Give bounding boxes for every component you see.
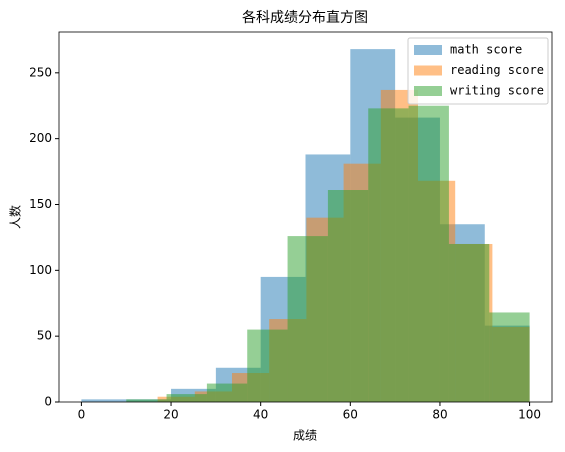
bar — [81, 399, 127, 402]
legend-box — [407, 37, 549, 105]
y-tick-label: 150 — [29, 197, 52, 211]
bar — [206, 383, 248, 402]
x-tick-label: 80 — [432, 408, 447, 422]
legend-label: math score — [450, 43, 522, 57]
x-axis-label: 成绩 — [293, 429, 317, 443]
chart-title: 各科成绩分布直方图 — [242, 9, 368, 26]
legend-swatch — [414, 86, 442, 96]
bar — [448, 243, 490, 402]
bar — [166, 394, 207, 402]
bar — [287, 236, 328, 402]
plot-frame — [58, 31, 553, 403]
legend-label: reading score — [450, 63, 544, 77]
bar — [327, 190, 369, 402]
y-tick-label: 200 — [29, 131, 52, 145]
x-tick-label: 0 — [78, 408, 86, 422]
x-tick-label: 40 — [253, 408, 268, 422]
legend-swatch — [414, 45, 442, 55]
bar — [368, 108, 409, 402]
bar — [489, 312, 530, 402]
x-tick-label: 20 — [163, 408, 178, 422]
bar — [247, 329, 288, 402]
y-tick-label: 250 — [29, 65, 52, 79]
y-tick-label: 100 — [29, 263, 52, 277]
legend-swatch — [414, 65, 442, 76]
bar — [408, 105, 449, 402]
x-tick-label: 60 — [343, 408, 358, 422]
y-tick-label: 50 — [37, 329, 52, 343]
y-axis-label: 人数 — [8, 205, 23, 229]
legend-label: writing score — [450, 84, 544, 98]
y-tick-label: 0 — [44, 395, 52, 409]
x-tick-label: 100 — [518, 408, 541, 422]
bar — [126, 399, 167, 402]
